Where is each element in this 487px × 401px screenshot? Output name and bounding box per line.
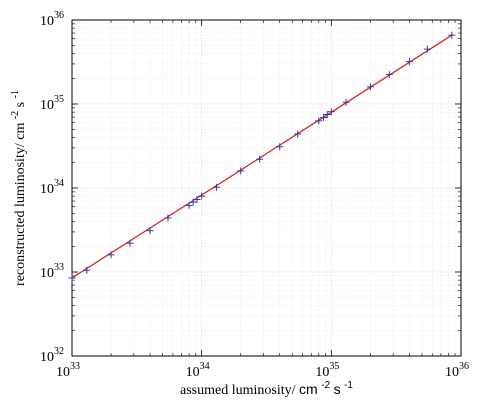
x-axis-label-unit2-exp: -1: [344, 380, 353, 391]
data-point-marker: [385, 70, 393, 78]
data-point-marker: [107, 251, 115, 259]
y-tick-label: 1033: [40, 262, 64, 281]
y-tick-label-base: 10: [40, 14, 54, 29]
y-axis-label-text: reconstructed luminosity/ cm: [13, 123, 28, 286]
x-tick-label-exp: 36: [459, 361, 469, 372]
y-tick-label-exp: 35: [54, 94, 64, 105]
data-point-marker: [83, 266, 91, 274]
data-point-marker: [146, 227, 154, 235]
y-axis-label: reconstructed luminosity/ cm -2 s -1: [7, 90, 28, 286]
y-tick-label: 1036: [40, 10, 64, 29]
x-tick-label-exp: 35: [329, 361, 339, 372]
data-point-marker: [68, 274, 76, 282]
x-axis-label-unit-exp: -2: [321, 380, 330, 391]
y-axis-label-unit-exp: -2: [10, 111, 21, 119]
x-tick-label: 1035: [315, 361, 339, 380]
data-point-marker: [256, 155, 264, 163]
x-tick-label-base: 10: [186, 365, 200, 380]
data-point-marker: [448, 31, 456, 39]
x-axis-label-unit: cm: [299, 381, 318, 397]
data-point-marker: [327, 108, 335, 116]
data-point-marker: [276, 143, 284, 151]
y-tick-label-base: 10: [40, 266, 54, 281]
y-tick-label: 1032: [40, 346, 64, 365]
data-point-marker: [198, 192, 206, 200]
x-tick-label-exp: 33: [70, 361, 80, 372]
x-tick-label-base: 10: [315, 365, 329, 380]
data-point-marker: [126, 239, 134, 247]
y-tick-label-base: 10: [40, 350, 54, 365]
data-point-marker: [423, 45, 431, 53]
x-tick-label-base: 10: [445, 365, 459, 380]
y-tick-label-base: 10: [40, 182, 54, 197]
data-point-marker: [366, 83, 374, 91]
y-tick-label-exp: 32: [54, 346, 64, 357]
data-point-marker: [212, 183, 220, 191]
y-tick-label-exp: 34: [54, 178, 64, 189]
data-point-marker: [405, 58, 413, 66]
data-point-marker: [319, 114, 327, 122]
x-tick-label: 1036: [445, 361, 469, 380]
x-tick-label: 1034: [186, 361, 210, 380]
y-tick-label-exp: 36: [54, 10, 64, 21]
x-axis-label-unit2: s: [334, 381, 341, 397]
data-point-marker: [342, 98, 350, 106]
x-tick-label: 1033: [56, 361, 80, 380]
data-point-marker: [323, 110, 331, 118]
data-point-marker: [237, 167, 245, 175]
data-point-marker: [164, 214, 172, 222]
data-point-marker: [185, 201, 193, 209]
data-point-marker: [294, 130, 302, 138]
y-tick-label-base: 10: [40, 98, 54, 113]
data-point-marker: [315, 117, 323, 125]
x-tick-label-exp: 34: [200, 361, 210, 372]
x-tick-label-base: 10: [56, 365, 70, 380]
fit-line: [71, 34, 453, 279]
data-point-marker: [189, 198, 197, 206]
x-axis-label-text: assumed luminosity/: [180, 383, 296, 398]
axis-ticks: [71, 19, 462, 357]
series-layer: [68, 31, 456, 282]
y-axis-label-unit2-exp: -1: [10, 90, 21, 98]
data-point-marker: [193, 195, 201, 203]
y-tick-label: 1034: [40, 178, 64, 197]
y-axis-label-unit2: s: [13, 102, 28, 107]
x-axis-label: assumed luminosity/ cm -2 s -1: [180, 377, 353, 398]
y-tick-label-exp: 33: [54, 262, 64, 273]
y-tick-label: 1035: [40, 94, 64, 113]
